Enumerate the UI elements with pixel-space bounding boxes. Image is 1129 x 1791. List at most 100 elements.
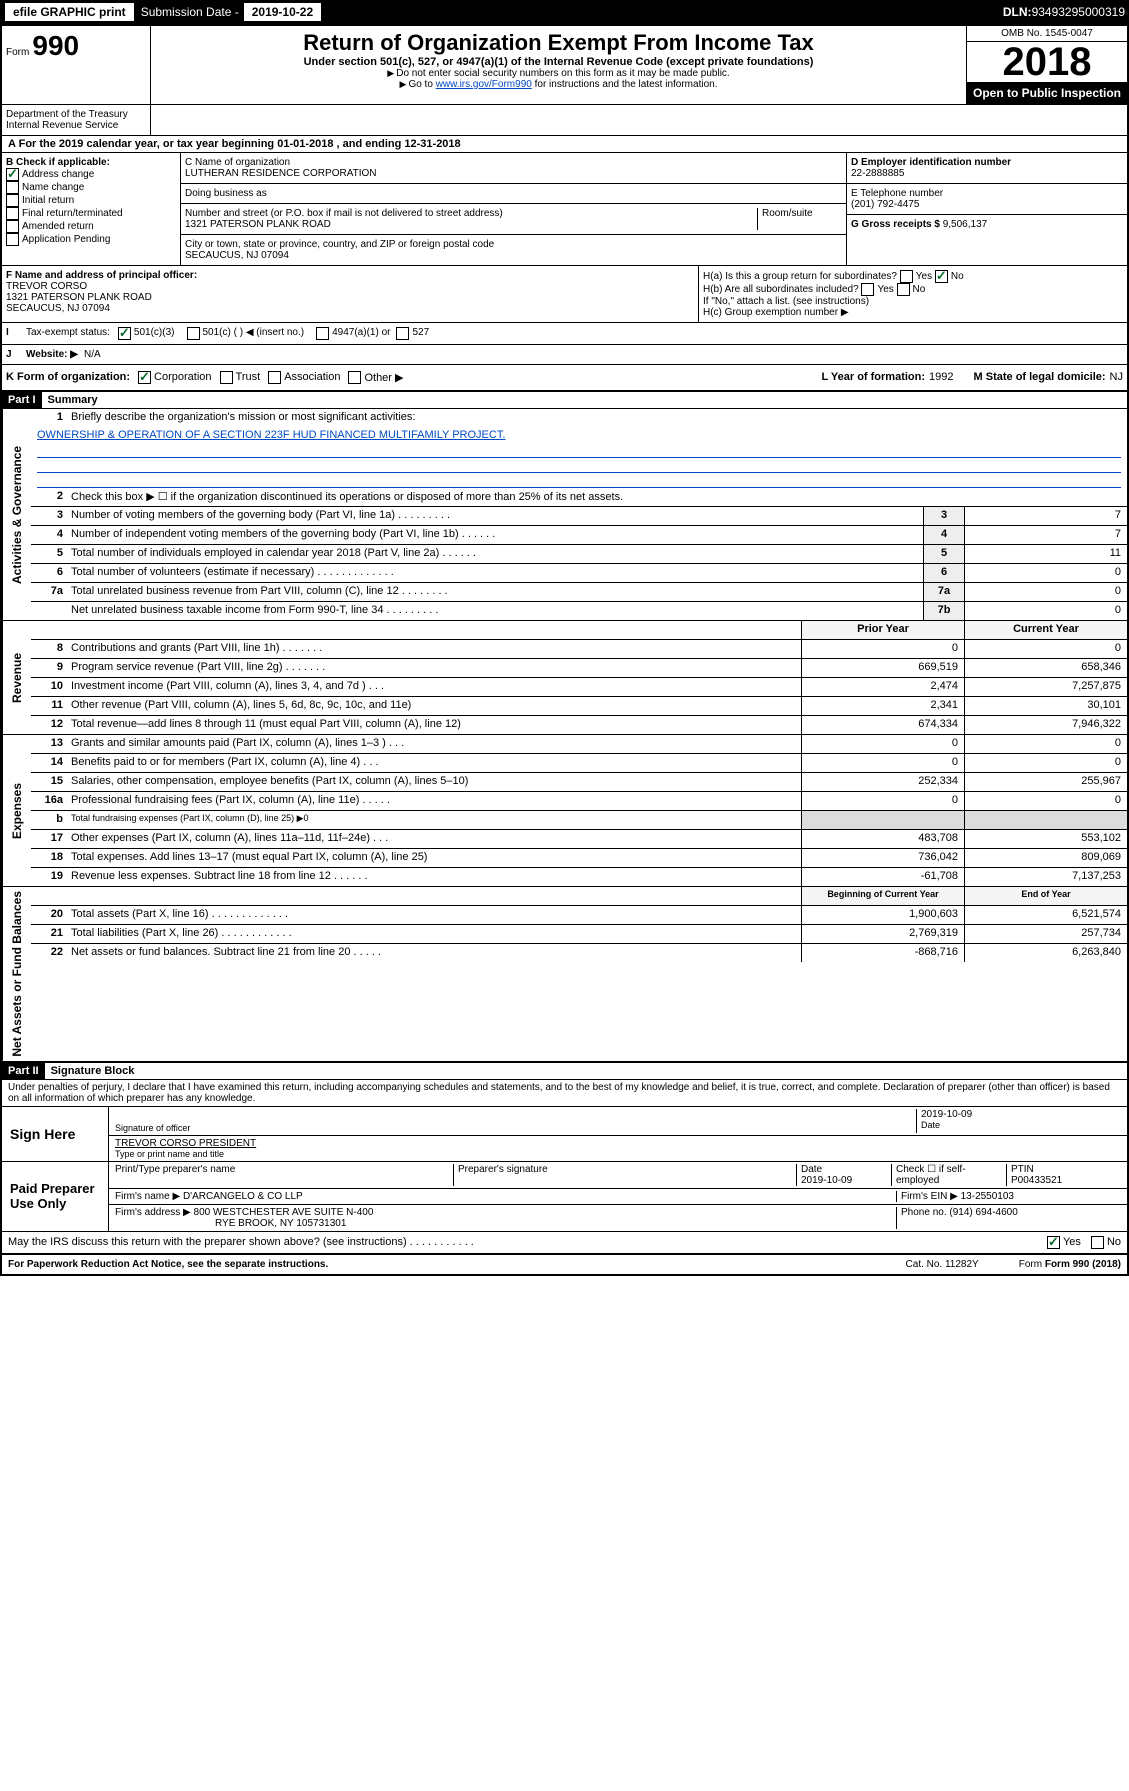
p20: 1,900,603 [801,906,964,924]
website-label: Website: ▶ [26,349,78,360]
dba-label: Doing business as [185,188,842,199]
discuss-yes-check[interactable] [1047,1236,1060,1249]
p13: 0 [801,735,964,753]
ein-label: D Employer identification number [851,157,1123,168]
label-527: 527 [412,327,429,340]
period-begin: 01-01-2018 [277,138,333,150]
header-end: End of Year [964,887,1127,905]
ha-yes-label: Yes [916,271,932,282]
line11: Other revenue (Part VIII, column (A), li… [67,697,801,715]
part2-header: Part II [2,1063,45,1079]
tax-period: A For the 2019 calendar year, or tax yea… [2,136,1127,153]
check-name-change[interactable] [6,181,19,194]
submission-label: Submission Date - [141,5,239,19]
check-trust[interactable] [220,371,233,384]
sig-officer-label: Signature of officer [115,1123,916,1133]
label-trust: Trust [236,371,261,384]
box-f: F Name and address of principal officer:… [2,266,699,322]
firm-addr-label: Firm's address ▶ [115,1207,191,1218]
hb-yes[interactable] [861,283,874,296]
label-amended: Amended return [22,221,94,232]
check-501c[interactable] [187,327,200,340]
check-527[interactable] [396,327,409,340]
val7a: 0 [964,583,1127,601]
row-i: I Tax-exempt status: 501(c)(3) 501(c) ( … [2,323,1127,345]
city-label: City or town, state or province, country… [185,239,842,250]
open-public-badge: Open to Public Inspection [967,82,1127,104]
hb-no-label: No [913,284,926,295]
part1-header: Part I [2,392,42,408]
ein-value: 22-2888885 [851,168,1123,179]
blank-line [37,473,1121,488]
header-current-year: Current Year [964,621,1127,639]
irs-link[interactable]: www.irs.gov/Form990 [436,79,532,90]
blank-line [37,458,1121,473]
line2: Check this box ▶ ☐ if the organization d… [67,488,1127,506]
check-assoc[interactable] [268,371,281,384]
c11: 30,101 [964,697,1127,715]
check-501c3[interactable] [118,327,131,340]
ha-no[interactable] [935,270,948,283]
box-c: C Name of organization LUTHERAN RESIDENC… [181,153,847,265]
check-address-change[interactable] [6,168,19,181]
period-label-b: , and ending [337,138,405,150]
line6: Total number of volunteers (estimate if … [67,564,923,582]
header-beginning: Beginning of Current Year [801,887,964,905]
line21: Total liabilities (Part X, line 26) . . … [67,925,801,943]
p16a: 0 [801,792,964,810]
p11: 2,341 [801,697,964,715]
part1-title: Summary [42,392,104,408]
firm-ein: 13-2550103 [961,1191,1014,1202]
mission-text: OWNERSHIP & OPERATION OF A SECTION 223F … [31,427,1127,443]
check-corp[interactable] [138,371,151,384]
line4: Number of independent voting members of … [67,526,923,544]
p14: 0 [801,754,964,772]
hb-note: If "No," attach a list. (see instruction… [703,296,1123,307]
year-box: OMB No. 1545-0047 2018 Open to Public In… [966,26,1127,104]
paid-preparer-label: Paid Preparer Use Only [2,1162,109,1231]
form-title: Return of Organization Exempt From Incom… [159,30,958,56]
sig-date-label: Date [921,1120,1121,1130]
line12: Total revenue—add lines 8 through 11 (mu… [67,716,801,734]
form-title-box: Return of Organization Exempt From Incom… [151,26,966,104]
gross-receipts-label: G Gross receipts $ [851,219,940,230]
side-net-assets: Net Assets or Fund Balances [2,887,31,1061]
check-app-pending[interactable] [6,233,19,246]
hc-label: H(c) Group exemption number ▶ [703,307,1123,318]
ha-yes[interactable] [900,270,913,283]
p18: 736,042 [801,849,964,867]
val4: 7 [964,526,1127,544]
department-label: Department of the Treasury Internal Reve… [2,105,151,135]
form-subtitle: Under section 501(c), 527, or 4947(a)(1)… [159,56,958,68]
label-name-change: Name change [22,182,84,193]
perjury-declaration: Under penalties of perjury, I declare th… [2,1080,1127,1107]
officer-name-label: Type or print name and title [115,1149,256,1159]
c16a: 0 [964,792,1127,810]
label-4947: 4947(a)(1) or [332,327,390,340]
room-label: Room/suite [757,208,842,230]
label-other: Other ▶ [364,371,403,384]
check-initial-return[interactable] [6,194,19,207]
efile-print-button[interactable]: efile GRAPHIC print [4,2,135,22]
firm-ein-label: Firm's EIN ▶ [901,1191,958,1202]
preparer-name-header: Print/Type preparer's name [115,1164,453,1186]
note-ssn: Do not enter social security numbers on … [396,68,729,79]
check-other[interactable] [348,371,361,384]
line1-label: Briefly describe the organization's miss… [67,409,1127,427]
check-4947[interactable] [316,327,329,340]
hb-no[interactable] [897,283,910,296]
discuss-no-check[interactable] [1091,1236,1104,1249]
val5: 11 [964,545,1127,563]
dln-value: 93493295000319 [1032,5,1125,19]
org-name-label: C Name of organization [185,157,842,168]
discuss-yes: Yes [1063,1236,1081,1249]
c20: 6,521,574 [964,906,1127,924]
side-expenses: Expenses [2,735,31,886]
check-amended[interactable] [6,220,19,233]
check-final-return[interactable] [6,207,19,220]
hb-label: H(b) Are all subordinates included? [703,284,859,295]
header-prior-year: Prior Year [801,621,964,639]
dln-label: DLN: [1003,5,1032,19]
p10: 2,474 [801,678,964,696]
street-label: Number and street (or P.O. box if mail i… [185,208,757,219]
